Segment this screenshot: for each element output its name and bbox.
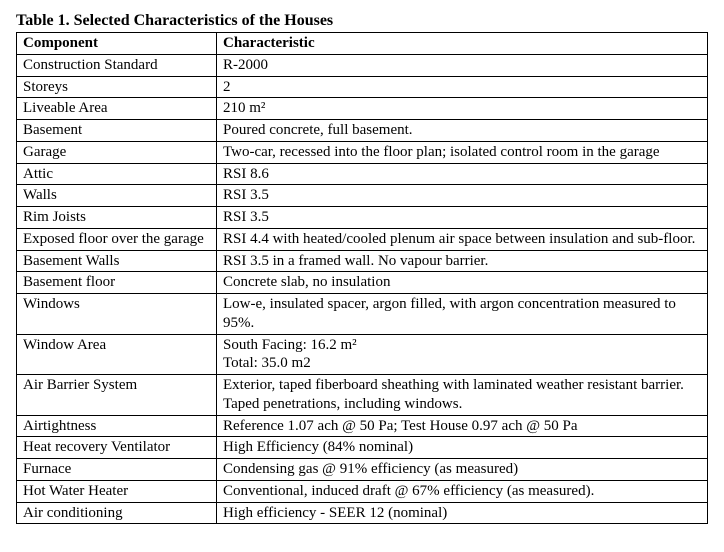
table-row: Liveable Area210 m² xyxy=(17,98,708,120)
table-row: Air conditioningHigh efficiency - SEER 1… xyxy=(17,502,708,524)
cell-component: Windows xyxy=(17,294,217,335)
table-row: Rim JoistsRSI 3.5 xyxy=(17,207,708,229)
cell-component: Liveable Area xyxy=(17,98,217,120)
cell-characteristic: High efficiency - SEER 12 (nominal) xyxy=(217,502,708,524)
table-row: Construction StandardR-2000 xyxy=(17,54,708,76)
cell-component: Garage xyxy=(17,141,217,163)
table-row: WallsRSI 3.5 xyxy=(17,185,708,207)
table-row: AtticRSI 8.6 xyxy=(17,163,708,185)
header-characteristic: Characteristic xyxy=(217,33,708,55)
cell-characteristic: RSI 3.5 in a framed wall. No vapour barr… xyxy=(217,250,708,272)
cell-component: Basement xyxy=(17,120,217,142)
cell-component: Storeys xyxy=(17,76,217,98)
table-row: Basement floorConcrete slab, no insulati… xyxy=(17,272,708,294)
table-title: Table 1. Selected Characteristics of the… xyxy=(16,12,708,32)
cell-characteristic: Condensing gas @ 91% efficiency (as meas… xyxy=(217,459,708,481)
table-row: Exposed floor over the garageRSI 4.4 wit… xyxy=(17,228,708,250)
table-row: Storeys2 xyxy=(17,76,708,98)
cell-component: Furnace xyxy=(17,459,217,481)
cell-component: Window Area xyxy=(17,334,217,375)
cell-characteristic: RSI 3.5 xyxy=(217,207,708,229)
table-row: BasementPoured concrete, full basement. xyxy=(17,120,708,142)
cell-component: Heat recovery Ventilator xyxy=(17,437,217,459)
cell-characteristic: RSI 3.5 xyxy=(217,185,708,207)
cell-characteristic: Two-car, recessed into the floor plan; i… xyxy=(217,141,708,163)
table-row: AirtightnessReference 1.07 ach @ 50 Pa; … xyxy=(17,415,708,437)
cell-characteristic: Poured concrete, full basement. xyxy=(217,120,708,142)
cell-characteristic: RSI 8.6 xyxy=(217,163,708,185)
table-row: Basement WallsRSI 3.5 in a framed wall. … xyxy=(17,250,708,272)
characteristics-table: Component Characteristic Construction St… xyxy=(16,32,708,524)
cell-characteristic: Conventional, induced draft @ 67% effici… xyxy=(217,480,708,502)
cell-characteristic: 2 xyxy=(217,76,708,98)
cell-characteristic: Exterior, taped fiberboard sheathing wit… xyxy=(217,375,708,416)
cell-characteristic: RSI 4.4 with heated/cooled plenum air sp… xyxy=(217,228,708,250)
cell-component: Basement Walls xyxy=(17,250,217,272)
cell-characteristic: Concrete slab, no insulation xyxy=(217,272,708,294)
cell-component: Rim Joists xyxy=(17,207,217,229)
cell-component: Construction Standard xyxy=(17,54,217,76)
table-row: Heat recovery VentilatorHigh Efficiency … xyxy=(17,437,708,459)
header-component: Component xyxy=(17,33,217,55)
cell-characteristic: 210 m² xyxy=(217,98,708,120)
table-row: WindowsLow-e, insulated spacer, argon fi… xyxy=(17,294,708,335)
table-header-row: Component Characteristic xyxy=(17,33,708,55)
table-row: Air Barrier SystemExterior, taped fiberb… xyxy=(17,375,708,416)
table-row: Hot Water HeaterConventional, induced dr… xyxy=(17,480,708,502)
cell-component: Exposed floor over the garage xyxy=(17,228,217,250)
cell-component: Walls xyxy=(17,185,217,207)
cell-component: Hot Water Heater xyxy=(17,480,217,502)
cell-characteristic: High Efficiency (84% nominal) xyxy=(217,437,708,459)
table-row: FurnaceCondensing gas @ 91% efficiency (… xyxy=(17,459,708,481)
cell-component: Attic xyxy=(17,163,217,185)
cell-characteristic: R-2000 xyxy=(217,54,708,76)
cell-component: Air conditioning xyxy=(17,502,217,524)
cell-component: Basement floor xyxy=(17,272,217,294)
cell-component: Air Barrier System xyxy=(17,375,217,416)
cell-component: Airtightness xyxy=(17,415,217,437)
table-row: Window AreaSouth Facing: 16.2 m²Total: 3… xyxy=(17,334,708,375)
cell-characteristic: Low-e, insulated spacer, argon filled, w… xyxy=(217,294,708,335)
table-row: GarageTwo-car, recessed into the floor p… xyxy=(17,141,708,163)
cell-characteristic: Reference 1.07 ach @ 50 Pa; Test House 0… xyxy=(217,415,708,437)
cell-characteristic: South Facing: 16.2 m²Total: 35.0 m2 xyxy=(217,334,708,375)
